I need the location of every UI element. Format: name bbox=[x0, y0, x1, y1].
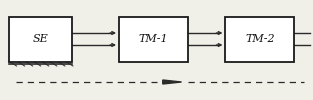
Text: SE: SE bbox=[33, 34, 49, 44]
Text: TM-1: TM-1 bbox=[139, 34, 168, 44]
Bar bbox=[119, 17, 188, 62]
Text: TM-2: TM-2 bbox=[245, 34, 275, 44]
Bar bbox=[225, 17, 294, 62]
Polygon shape bbox=[163, 80, 182, 84]
Bar bbox=[9, 17, 72, 62]
